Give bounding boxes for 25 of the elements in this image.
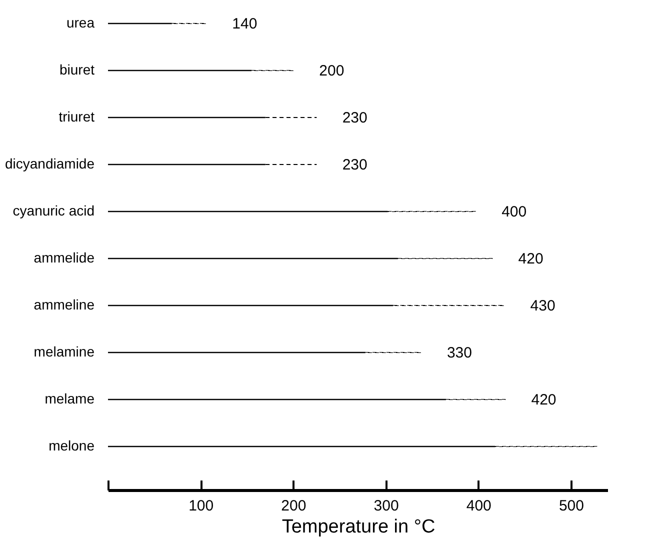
x-tick-label: 400 (466, 498, 492, 514)
annotation: 200 (319, 62, 344, 80)
x-tick-label: 200 (281, 498, 306, 514)
annotation: 430 (530, 298, 556, 314)
annotation: 230 (342, 156, 368, 174)
x-tick-label: 100 (188, 498, 214, 514)
y-tick-label: melone (48, 438, 95, 454)
y-tick-label: melamine (34, 344, 95, 360)
y-tick-label: urea (66, 14, 95, 30)
annotation: 400 (502, 204, 527, 220)
annotation: 330 (446, 344, 472, 362)
y-tick-label: biuret (59, 62, 95, 78)
annotation: 230 (342, 110, 368, 126)
annotation: 420 (531, 392, 556, 408)
y-tick-label: ammeline (34, 296, 95, 312)
x-tick-label: 300 (374, 498, 399, 514)
x-tick-label: 500 (558, 498, 584, 514)
y-tick-label: ammelide (34, 250, 95, 266)
annotation: 140 (232, 16, 258, 32)
y-tick-label: melame (44, 390, 95, 406)
annotation: 420 (518, 250, 544, 268)
y-tick-label: cyanuric acid (12, 202, 94, 218)
y-tick-label: dicyandiamide (5, 156, 95, 172)
y-tick-label: triuret (58, 108, 95, 124)
x-axis-title: Temperature in °C (282, 516, 436, 538)
